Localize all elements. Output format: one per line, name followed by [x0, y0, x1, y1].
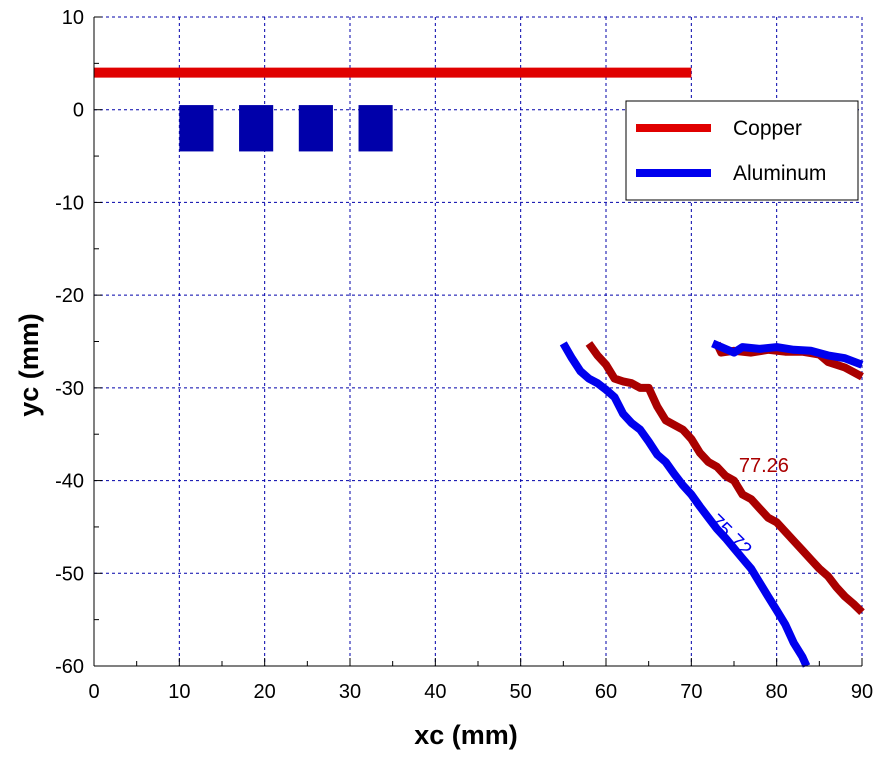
x-tick-label-30: 30 — [339, 681, 361, 703]
x-tick-label-40: 40 — [424, 681, 446, 703]
axes — [93, 16, 863, 667]
contour-label-2: 75.72 — [705, 510, 756, 561]
aluminum_contour-segment-2 — [711, 339, 864, 369]
x-tick-label-10: 10 — [168, 681, 190, 703]
y-tick-label--50: -50 — [55, 563, 84, 585]
legend-label-copper: Copper — [733, 117, 802, 140]
block-3 — [298, 105, 333, 152]
x-tick-label-20: 20 — [254, 681, 276, 703]
block-2 — [239, 105, 274, 152]
y-tick-label--60: -60 — [55, 656, 84, 678]
contour-lines — [559, 339, 865, 668]
block-1 — [179, 105, 214, 152]
blocks — [179, 105, 393, 152]
x-tick-label-0: 0 — [88, 681, 99, 703]
contour-label-1: 77.26 — [739, 455, 789, 477]
x-tick-label-70: 70 — [680, 681, 702, 703]
aluminum_contour-segment-1 — [559, 341, 811, 668]
y-axis-title: yc (mm) — [14, 313, 44, 417]
y-tick-label--10: -10 — [55, 192, 84, 214]
y-tick-label-10: 10 — [62, 7, 84, 29]
block-4 — [358, 105, 393, 152]
x-tick-label-60: 60 — [595, 681, 617, 703]
copper_contour-segment-1 — [585, 341, 865, 616]
x-tick-label-80: 80 — [766, 681, 788, 703]
legend-box — [625, 100, 859, 201]
y-tick-label--30: -30 — [55, 378, 84, 400]
y-tick-label--40: -40 — [55, 471, 84, 493]
x-axis-title: xc (mm) — [414, 720, 518, 750]
y-tick-label-0: 0 — [73, 100, 84, 122]
x-tick-label-90: 90 — [851, 681, 873, 703]
x-tick-label-50: 50 — [510, 681, 532, 703]
grid-lines — [94, 16, 863, 666]
legend: Copper Aluminum — [625, 100, 859, 201]
legend-label-aluminum: Aluminum — [733, 162, 826, 185]
y-tick-label--20: -20 — [55, 285, 84, 307]
